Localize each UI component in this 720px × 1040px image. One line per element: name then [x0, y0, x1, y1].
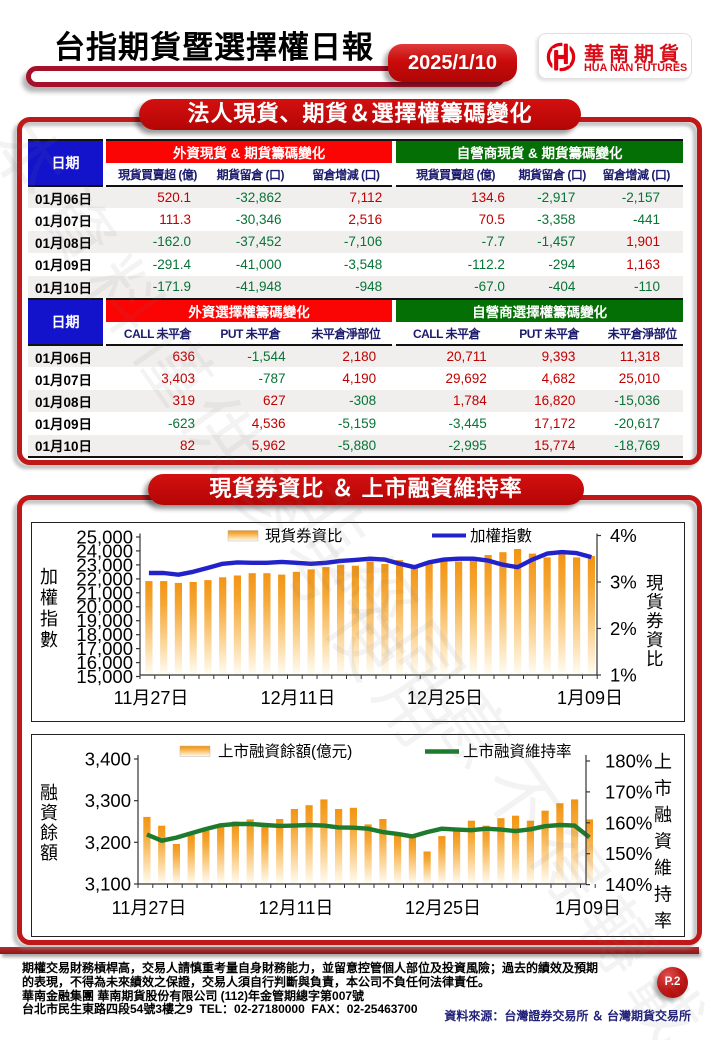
- svg-text:23,000: 23,000: [76, 554, 133, 575]
- svg-text:22,000: 22,000: [76, 568, 133, 589]
- svg-text:市: 市: [654, 779, 672, 799]
- svg-text:加: 加: [40, 567, 58, 587]
- svg-text:170%: 170%: [605, 781, 652, 802]
- svg-text:15,000: 15,000: [76, 666, 133, 687]
- svg-text:20,000: 20,000: [76, 596, 133, 617]
- svg-text:持: 持: [654, 885, 672, 905]
- svg-text:加權指數: 加權指數: [470, 527, 532, 545]
- svg-text:貨: 貨: [646, 592, 664, 612]
- svg-text:16,000: 16,000: [76, 652, 133, 673]
- svg-text:3,400: 3,400: [85, 749, 131, 770]
- svg-text:17,000: 17,000: [76, 638, 133, 659]
- svg-text:12月11日: 12月11日: [259, 898, 334, 918]
- svg-text:21,000: 21,000: [76, 582, 133, 603]
- svg-text:融: 融: [654, 805, 672, 825]
- svg-text:額: 額: [40, 843, 58, 863]
- svg-text:數: 數: [40, 630, 58, 650]
- svg-text:2%: 2%: [610, 618, 637, 639]
- svg-text:上市融資維持率: 上市融資維持率: [463, 743, 572, 761]
- svg-text:率: 率: [654, 911, 672, 931]
- svg-text:指: 指: [40, 609, 58, 629]
- svg-text:160%: 160%: [605, 812, 652, 833]
- svg-text:1月09日: 1月09日: [555, 898, 621, 918]
- svg-text:150%: 150%: [605, 843, 652, 864]
- svg-text:資: 資: [654, 832, 672, 852]
- svg-text:資: 資: [646, 630, 664, 650]
- svg-text:11月27日: 11月27日: [112, 898, 187, 918]
- svg-text:12月25日: 12月25日: [407, 688, 483, 708]
- svg-text:19,000: 19,000: [76, 610, 133, 631]
- svg-text:25,000: 25,000: [76, 527, 133, 548]
- svg-text:餘: 餘: [40, 823, 58, 843]
- svg-text:1月09日: 1月09日: [557, 688, 623, 708]
- svg-text:維: 維: [654, 858, 672, 878]
- svg-text:4%: 4%: [610, 525, 637, 546]
- svg-text:權: 權: [40, 588, 58, 608]
- svg-text:3%: 3%: [610, 572, 637, 593]
- svg-text:24,000: 24,000: [76, 541, 133, 562]
- svg-text:現貨券資比: 現貨券資比: [265, 527, 343, 545]
- svg-text:3,200: 3,200: [85, 832, 131, 853]
- svg-text:3,300: 3,300: [85, 790, 131, 811]
- svg-text:比: 比: [646, 649, 664, 669]
- svg-text:140%: 140%: [605, 874, 652, 895]
- svg-text:融: 融: [40, 783, 58, 803]
- svg-text:3,100: 3,100: [85, 874, 131, 895]
- svg-text:現: 現: [646, 573, 664, 593]
- svg-text:11月27日: 11月27日: [114, 688, 189, 708]
- svg-text:18,000: 18,000: [76, 624, 133, 645]
- svg-text:1%: 1%: [610, 665, 637, 686]
- svg-text:券: 券: [646, 611, 664, 631]
- svg-text:180%: 180%: [605, 751, 652, 772]
- svg-text:12月25日: 12月25日: [405, 898, 481, 918]
- svg-text:上: 上: [654, 752, 672, 772]
- svg-text:資: 資: [40, 803, 58, 823]
- svg-text:12月11日: 12月11日: [261, 688, 336, 708]
- svg-text:上市融資餘額(億元): 上市融資餘額(億元): [218, 743, 352, 761]
